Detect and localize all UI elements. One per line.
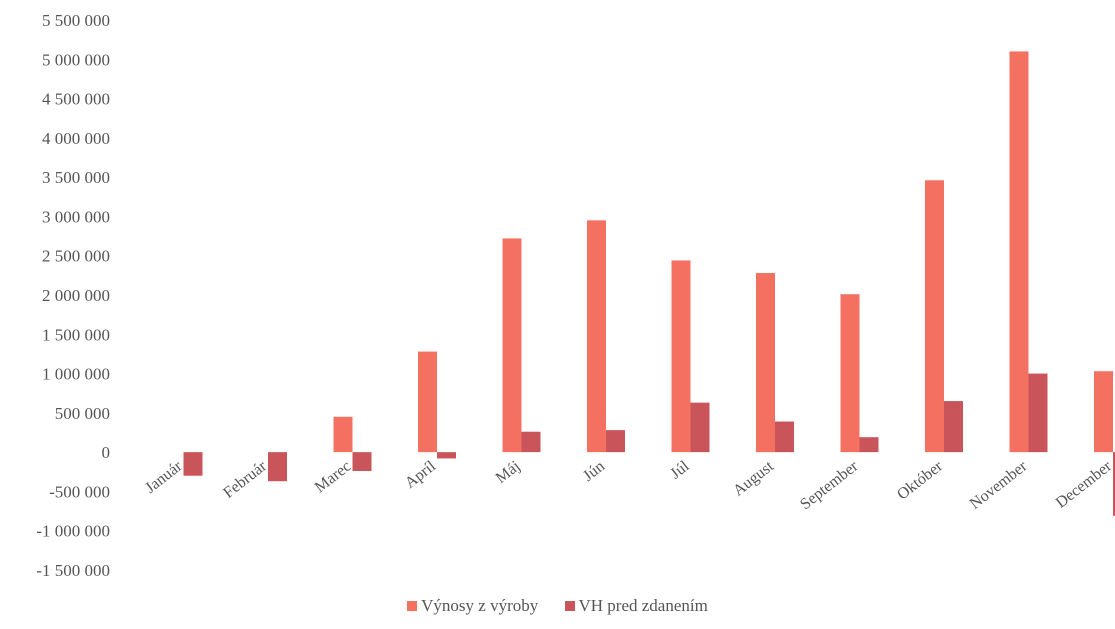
bar-vynosy-4 [418,351,437,453]
y-tick-label: 5 500 000 [42,11,110,30]
y-tick-label: 3 500 000 [42,168,110,187]
y-tick-label: 3 000 000 [42,207,110,226]
legend-item-vh: VH pred zdanením [564,596,708,616]
bar-vh-3 [352,452,372,471]
bar-vynosy-5 [502,238,522,453]
y-axis: 5 500 000 5 000 000 4 500 000 4 000 000 3 50… [36,11,110,580]
y-tick-label: -1 500 000 [36,561,110,580]
bar-vynosy-8 [756,273,775,453]
bar-vh-8 [775,421,794,453]
legend-item-vynosy: Výnosy z výroby [407,596,538,616]
bar-vh-1 [183,452,203,476]
legend: Výnosy z výroby VH pred zdanením [0,596,1115,616]
y-tick-label: -1 000 000 [36,522,110,541]
x-tick-label: Október [894,457,946,503]
bar-vynosy-6 [587,220,606,453]
x-tick-label: December [1053,457,1115,511]
y-tick-label: 0 [102,443,111,462]
bar-vh-7 [690,402,710,453]
x-tick-label: Január [142,457,186,497]
y-tick-label: 2 500 000 [42,247,110,266]
x-tick-label: Máj [493,458,524,487]
x-tick-label: Apríl [402,457,440,492]
x-tick-label: Február [220,457,270,501]
legend-label-vynosy: Výnosy z výroby [421,596,539,615]
legend-label-vh: VH pred zdanením [578,596,708,615]
bar-vynosy-12 [1094,371,1113,453]
bar-vynosy-9 [840,294,860,453]
bar-vh-5 [521,431,541,453]
bar-vh-12 [1113,452,1115,516]
bars [183,51,1115,516]
y-tick-label: 500 000 [55,404,110,423]
y-tick-label: 2 000 000 [42,286,110,305]
x-tick-label: Júl [667,457,693,482]
legend-swatch-vh [564,601,575,611]
bar-vh-11 [1028,373,1048,453]
y-tick-label: -500 000 [49,482,110,501]
bar-vynosy-3 [333,416,353,453]
bar-vynosy-7 [671,260,691,453]
x-tick-label: August [730,457,777,499]
bar-vh-6 [606,430,625,453]
y-tick-label: 5 000 000 [42,50,110,69]
x-tick-label: Marec [312,458,355,497]
bar-vh-2 [268,452,287,482]
x-axis: Január Február Marec Apríl Máj Jún Júl August Se… [142,457,1115,513]
bar-vh-4 [437,452,456,459]
bar-vh-9 [859,437,879,453]
x-tick-label: November [967,457,1031,512]
y-tick-label: 4 500 000 [42,90,110,109]
y-tick-label: 1 000 000 [42,365,110,384]
y-tick-label: 1 500 000 [42,325,110,344]
bar-vh-10 [944,401,963,453]
y-tick-label: 4 000 000 [42,129,110,148]
bar-vynosy-10 [925,180,944,453]
x-tick-label: September [797,457,862,513]
bar-vynosy-11 [1009,51,1029,453]
legend-swatch-vynosy [407,601,418,611]
x-tick-label: Jún [580,458,608,485]
